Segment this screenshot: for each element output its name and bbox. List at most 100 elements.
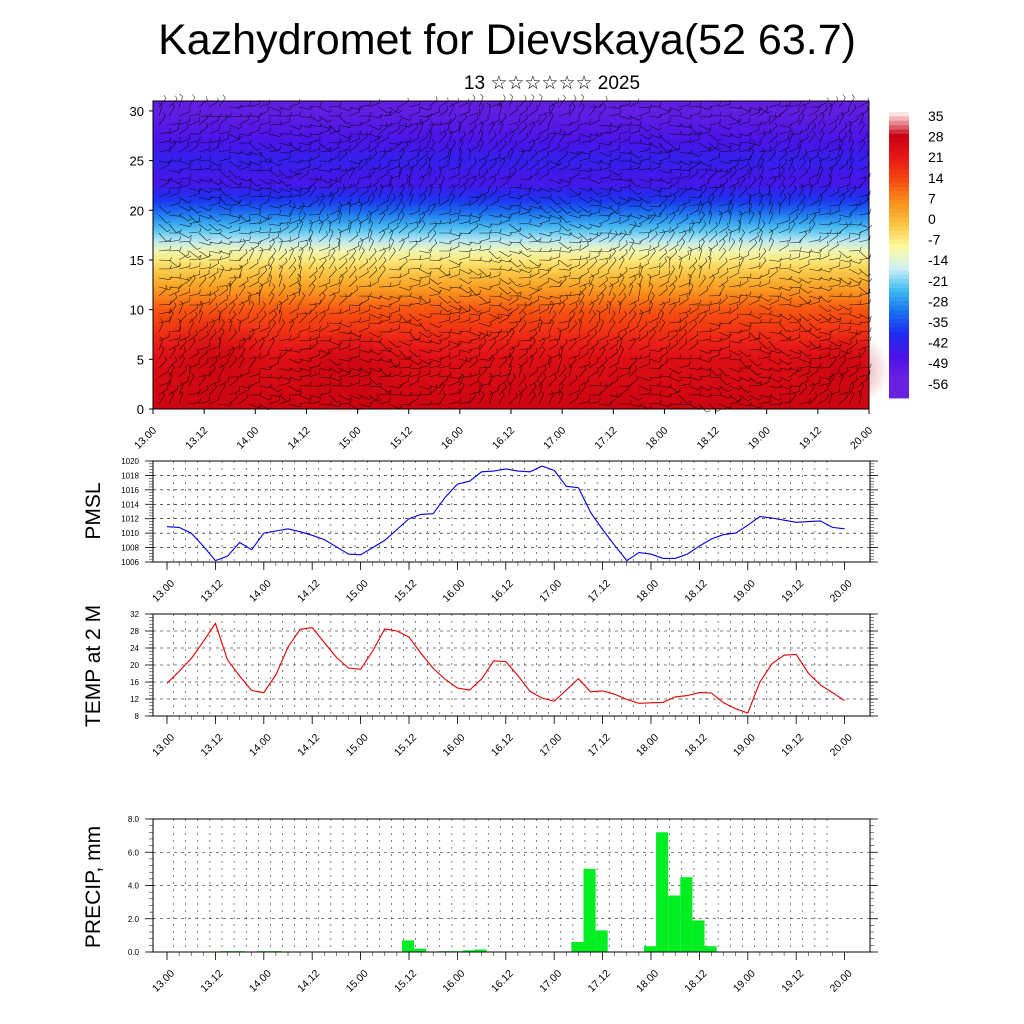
wind-barb xyxy=(478,234,490,243)
wind-barb xyxy=(238,355,245,369)
wind-barb xyxy=(738,311,752,316)
wind-barb xyxy=(158,128,171,135)
wind-barb xyxy=(428,383,443,388)
wind-barb xyxy=(458,315,471,324)
x-tick-label: 19.12 xyxy=(797,425,824,452)
colorbar-swatch xyxy=(889,332,909,337)
wind-barb xyxy=(788,143,800,153)
wind-barb xyxy=(658,184,672,189)
wind-barb xyxy=(548,277,563,284)
colorbar-label: 21 xyxy=(928,149,944,165)
wind-barb xyxy=(518,175,532,180)
wind-barb xyxy=(528,149,538,162)
wind-barb xyxy=(238,313,249,324)
wind-barb xyxy=(798,327,812,333)
wind-barb xyxy=(798,157,807,171)
wind-barb xyxy=(438,130,447,144)
wind-barb xyxy=(568,150,579,162)
wind-barb xyxy=(288,191,301,198)
wind-barb xyxy=(258,185,272,190)
wind-barb xyxy=(318,349,330,360)
wind-barb xyxy=(848,292,862,297)
wind-barb xyxy=(278,149,293,154)
wind-barb xyxy=(818,268,833,273)
wind-barb xyxy=(348,301,362,306)
wind-barb xyxy=(298,162,311,171)
wind-barb xyxy=(728,293,743,298)
wind-barb xyxy=(328,101,342,108)
wind-barb xyxy=(438,118,451,126)
wind-barb xyxy=(368,134,380,144)
wind-barb xyxy=(818,121,826,135)
wind-barb xyxy=(658,277,669,288)
wind-barb xyxy=(708,153,720,162)
wind-barb xyxy=(808,267,823,272)
wind-barb xyxy=(628,221,637,234)
wind-barb xyxy=(298,202,305,216)
wind-barb xyxy=(438,333,450,342)
wind-barb xyxy=(388,295,403,300)
wind-barb xyxy=(438,382,445,396)
wind-barb xyxy=(398,165,402,180)
wind-barb xyxy=(418,142,429,153)
wind-barb xyxy=(258,337,265,351)
wind-barb xyxy=(208,193,222,198)
wind-barb xyxy=(818,276,833,281)
wind-barb xyxy=(648,328,656,342)
wind-barb xyxy=(828,254,841,261)
wind-barb xyxy=(178,93,183,108)
wind-barb xyxy=(688,220,695,234)
wind-barb xyxy=(508,286,522,295)
wind-barb xyxy=(248,246,255,261)
wind-barb xyxy=(238,385,249,396)
colorbar-swatch xyxy=(889,156,909,161)
wind-barb xyxy=(238,238,246,252)
wind-barb xyxy=(708,298,721,306)
wind-barb xyxy=(848,390,855,405)
x-tick-label: 13.12 xyxy=(198,578,225,605)
wind-barb xyxy=(608,310,616,324)
wind-barb xyxy=(358,380,372,387)
wind-barb xyxy=(168,262,181,270)
wind-barb xyxy=(338,106,353,112)
wind-barb xyxy=(258,282,263,297)
wind-barb xyxy=(618,157,632,162)
wind-barb xyxy=(668,187,679,198)
wind-barb xyxy=(518,319,527,333)
wind-barb xyxy=(838,193,846,207)
x-tick-label: 13.00 xyxy=(150,732,177,759)
wind-barb xyxy=(298,292,306,306)
wind-barb xyxy=(518,219,532,225)
wind-barb xyxy=(648,358,663,363)
y-tick-label: 15 xyxy=(130,253,144,268)
wind-barb xyxy=(218,401,233,406)
wind-barb xyxy=(418,232,429,243)
warm-core xyxy=(275,325,415,415)
wind-barb xyxy=(718,331,733,338)
wind-barb xyxy=(838,262,851,270)
wind-barb xyxy=(228,294,238,306)
wind-barb xyxy=(638,196,652,204)
wind-barb xyxy=(458,98,470,108)
wind-barb xyxy=(288,202,296,216)
wind-barb xyxy=(598,122,613,127)
wind-barb xyxy=(848,203,858,216)
wind-barb xyxy=(808,220,816,234)
wind-barb xyxy=(418,185,428,198)
wind-barb xyxy=(618,231,633,236)
wind-barb xyxy=(678,264,683,279)
wind-barb xyxy=(468,171,480,180)
wind-barb xyxy=(798,349,812,357)
wind-barb xyxy=(328,192,335,207)
wind-barb xyxy=(498,383,507,396)
wind-barb xyxy=(668,265,676,279)
wind-barb xyxy=(528,354,534,369)
wind-barb xyxy=(177,318,182,333)
wind-barb xyxy=(768,394,782,401)
wind-barb xyxy=(258,158,273,163)
colorbar-swatch xyxy=(889,200,909,205)
wind-barb xyxy=(758,331,772,340)
wind-barb xyxy=(318,380,332,387)
wind-barb xyxy=(738,333,750,342)
wind-barb xyxy=(288,265,297,279)
